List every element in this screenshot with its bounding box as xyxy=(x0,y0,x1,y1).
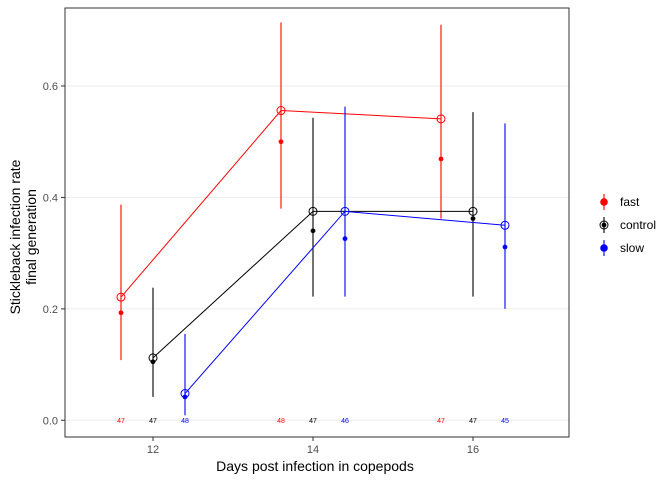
observed-point-slow xyxy=(502,244,508,250)
observed-point-control xyxy=(150,359,156,365)
sample-size-label-fast: 47 xyxy=(117,418,125,425)
legend-label-fast: fast xyxy=(620,195,640,209)
sample-size-label-control: 47 xyxy=(309,418,317,425)
y-axis-title-line-1: Stickleback infection rate xyxy=(7,159,23,314)
observed-point-control xyxy=(470,216,476,222)
sample-size-label-fast: 48 xyxy=(277,418,285,425)
observed-point-control xyxy=(310,228,316,234)
sample-size-label-fast: 47 xyxy=(437,418,445,425)
panel-border xyxy=(64,7,570,438)
x-tick-label: 16 xyxy=(467,444,479,456)
y-tick-label: 0.4 xyxy=(43,192,58,204)
legend-label-control: control xyxy=(620,218,656,232)
sample-size-label-control: 47 xyxy=(149,418,157,425)
legend-key-open-point-control xyxy=(599,220,609,230)
legend-key-point-control xyxy=(601,222,607,228)
sample-size-label-slow: 45 xyxy=(501,418,509,425)
sample-size-label-slow: 48 xyxy=(181,418,189,425)
observed-point-fast xyxy=(118,310,124,316)
legend: fast control slow xyxy=(599,194,656,256)
x-axis-title: Days post infection in copepods xyxy=(216,458,414,474)
observed-point-fast xyxy=(438,156,444,162)
y-tick-label: 0.0 xyxy=(43,415,58,427)
fitted-point-fast xyxy=(276,106,286,116)
legend-key-point-slow xyxy=(600,244,608,252)
series-fast: 47 48 47 xyxy=(116,22,446,425)
sample-size-label-control: 47 xyxy=(469,418,477,425)
y-axis-title: Stickleback infection rate final generat… xyxy=(7,159,39,314)
y-axis-title-line-2: final generation xyxy=(23,189,39,285)
fitted-point-fast xyxy=(436,114,446,124)
y-tick-label: 0.2 xyxy=(43,304,58,316)
series-slow: 48 46 45 xyxy=(180,106,510,425)
axes: 0.0 0.2 0.4 0.6 12 14 16 xyxy=(43,81,479,456)
x-tick-label: 14 xyxy=(307,444,319,456)
legend-item-slow: slow xyxy=(600,240,644,256)
legend-item-fast: fast xyxy=(600,194,640,210)
observed-point-slow xyxy=(182,394,188,400)
y-tick-label: 0.6 xyxy=(43,81,58,93)
fitted-point-control xyxy=(308,206,318,216)
grid-lines xyxy=(65,85,569,421)
fitted-point-fast xyxy=(116,292,126,302)
series-layer: 47 48 47 47 47 47 48 46 45 xyxy=(116,22,510,425)
legend-label-slow: slow xyxy=(620,241,644,255)
fitted-point-slow xyxy=(500,220,510,230)
series-control: 47 47 47 xyxy=(148,112,478,425)
sample-size-label-slow: 46 xyxy=(341,418,349,425)
observed-point-slow xyxy=(342,236,348,242)
observed-point-fast xyxy=(278,139,284,145)
x-tick-label: 12 xyxy=(147,444,159,456)
fitted-point-control xyxy=(468,206,478,216)
legend-key-point-fast xyxy=(600,198,608,206)
legend-item-control: control xyxy=(599,217,656,233)
fitted-point-slow xyxy=(340,206,350,216)
